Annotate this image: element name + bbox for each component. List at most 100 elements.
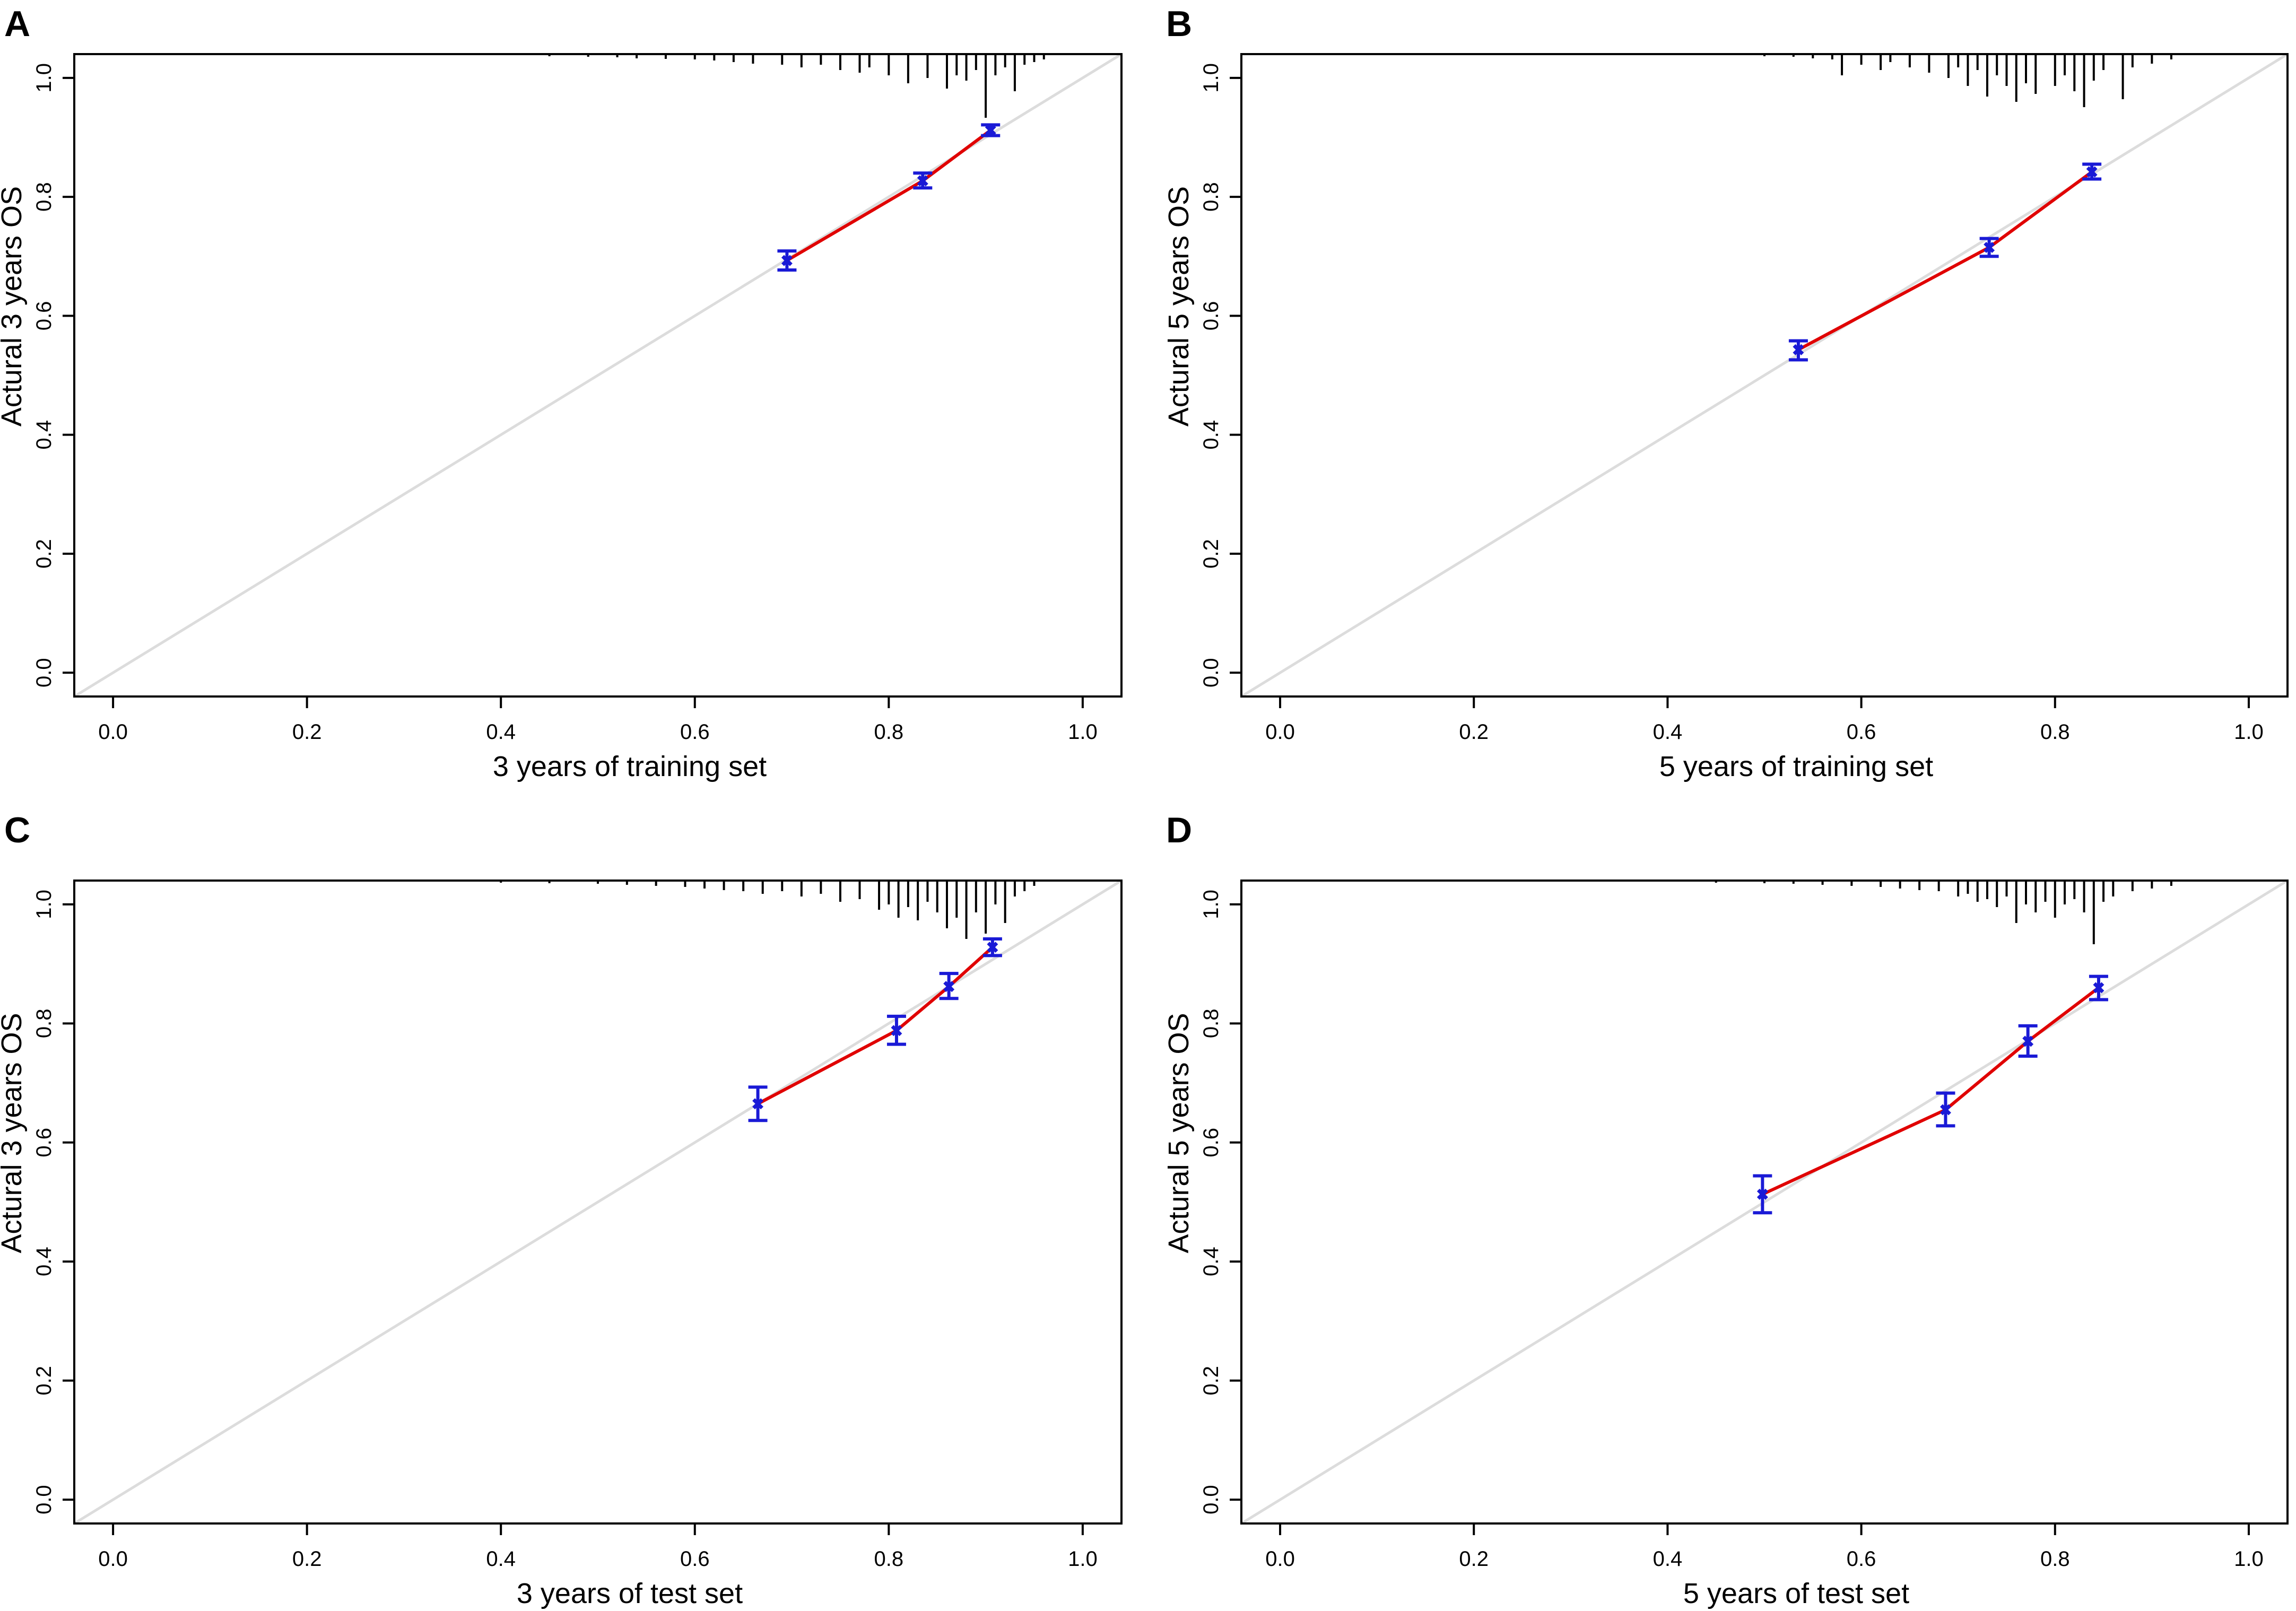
data-point-x (985, 125, 996, 136)
reference-diagonal (1240, 879, 2289, 1525)
data-point-x (1940, 1104, 1951, 1116)
y-tick-label: 0.8 (32, 182, 56, 212)
x-tick-label: 0.0 (98, 720, 128, 744)
data-point-x (1756, 1188, 1768, 1200)
calibration-panel-a: A 0.0 0.0 0.2 0.2 0.4 0.4 0.6 0.6 0.8 0.8 1.0 1.0 3 y… (0, 4, 1123, 782)
x-tick-label: 0.4 (486, 720, 516, 744)
error-bar (913, 171, 933, 190)
y-tick-label: 0.2 (1199, 539, 1223, 569)
y-tick-label: 0.4 (32, 1247, 56, 1276)
panel-letter: D (1166, 810, 1192, 850)
error-bar (2089, 974, 2108, 1002)
error-bar (1936, 1091, 1955, 1128)
y-axis-title: Actural 5 years OS (1163, 186, 1195, 426)
x-axis-title: 3 years of training set (493, 751, 767, 782)
x-tick-label: 0.2 (292, 1547, 322, 1571)
data-point-x (2086, 166, 2098, 178)
x-tick-label: 0.6 (1847, 1547, 1876, 1571)
y-tick-label: 0.8 (1199, 182, 1223, 212)
y-tick-label: 0.0 (1199, 658, 1223, 687)
error-bar (1788, 339, 1808, 362)
y-tick-label: 0.0 (32, 1485, 56, 1514)
y-tick-label: 0.6 (1199, 1128, 1223, 1157)
plot-frame (1240, 879, 2289, 1525)
error-bar (982, 937, 1002, 957)
data-point-x (781, 255, 793, 266)
data-point-x (987, 942, 998, 953)
y-tick-label: 1.0 (32, 890, 56, 919)
x-tick-label: 1.0 (1068, 1547, 1098, 1571)
x-tick-label: 0.6 (680, 1547, 710, 1571)
x-tick-label: 0.2 (1459, 1547, 1489, 1571)
calibration-panel-b: B 0.0 0.0 0.2 0.2 0.4 0.4 0.6 0.6 0.8 0.8 1.0 1.0 5 y… (1163, 4, 2289, 782)
data-point-x (2093, 982, 2104, 994)
error-bar (2082, 162, 2102, 181)
y-tick-label: 1.0 (1199, 63, 1223, 93)
x-tick-label: 0.8 (2040, 1547, 2070, 1571)
error-bar (748, 1085, 768, 1122)
y-tick-label: 1.0 (32, 63, 56, 93)
y-axis-title: Actural 3 years OS (0, 186, 28, 426)
calibration-line (1762, 986, 2100, 1196)
error-bar (939, 972, 959, 1000)
y-tick-label: 0.4 (1199, 420, 1223, 450)
calibration-panel-d: D 0.0 0.0 0.2 0.2 0.4 0.4 0.6 0.6 0.8 0.8 1.0 1.0 5 y… (1163, 810, 2289, 1609)
x-tick-label: 0.4 (1653, 720, 1683, 744)
calibration-line (1797, 170, 2093, 351)
error-bar (981, 123, 1001, 137)
y-tick-label: 0.6 (32, 301, 56, 331)
panel-letter: A (4, 4, 30, 44)
calibration-line (757, 946, 994, 1105)
calibration-panel-c: C 0.0 0.0 0.2 0.2 0.4 0.4 0.6 0.6 0.8 0.8 1.0 1.0 3 y… (0, 810, 1123, 1609)
error-bar (1753, 1174, 1772, 1215)
plot-frame (73, 53, 1123, 698)
y-axis-title: Actural 5 years OS (1163, 1013, 1195, 1253)
panel-letter: C (4, 810, 30, 850)
reference-diagonal (73, 879, 1123, 1525)
x-tick-label: 1.0 (2234, 720, 2264, 744)
x-axis-title: 3 years of test set (517, 1578, 743, 1609)
y-tick-label: 0.2 (1199, 1366, 1223, 1396)
y-tick-label: 0.4 (1199, 1247, 1223, 1276)
error-bar (2018, 1024, 2038, 1058)
x-tick-label: 0.6 (1847, 720, 1876, 744)
y-tick-label: 0.0 (1199, 1485, 1223, 1514)
data-point-x (2022, 1035, 2034, 1047)
y-tick-label: 0.8 (1199, 1009, 1223, 1039)
error-bar (777, 249, 797, 272)
y-tick-label: 0.2 (32, 1366, 56, 1396)
x-tick-label: 0.8 (2040, 720, 2070, 744)
y-tick-label: 1.0 (1199, 890, 1223, 919)
x-tick-label: 0.2 (292, 720, 322, 744)
y-tick-label: 0.6 (1199, 301, 1223, 331)
panel-letter: B (1166, 4, 1192, 44)
plot-frame (1240, 53, 2289, 698)
data-point-x (891, 1025, 902, 1037)
data-point-x (1793, 344, 1804, 355)
x-tick-label: 0.6 (680, 720, 710, 744)
y-axis-title: Actural 3 years OS (0, 1013, 28, 1253)
x-tick-label: 0.0 (1265, 720, 1295, 744)
data-point-x (752, 1098, 764, 1110)
reference-diagonal (1240, 53, 2289, 698)
x-tick-label: 0.0 (98, 1547, 128, 1571)
x-tick-label: 0.4 (1653, 1547, 1683, 1571)
y-tick-label: 0.2 (32, 539, 56, 569)
y-tick-label: 0.6 (32, 1128, 56, 1157)
plot-frame (73, 879, 1123, 1525)
x-tick-label: 0.4 (486, 1547, 516, 1571)
y-tick-label: 0.4 (32, 420, 56, 450)
x-tick-label: 1.0 (1068, 720, 1098, 744)
x-tick-label: 1.0 (2234, 1547, 2264, 1571)
x-axis-title: 5 years of test set (1683, 1578, 1909, 1609)
error-bar (886, 1014, 906, 1046)
x-tick-label: 0.2 (1459, 720, 1489, 744)
y-tick-label: 0.8 (32, 1009, 56, 1039)
y-tick-label: 0.0 (32, 658, 56, 687)
x-tick-label: 0.0 (1265, 1547, 1295, 1571)
x-tick-label: 0.8 (874, 720, 904, 744)
data-point-x (1984, 241, 1995, 253)
x-tick-label: 0.8 (874, 1547, 904, 1571)
error-bar (1979, 237, 1999, 258)
